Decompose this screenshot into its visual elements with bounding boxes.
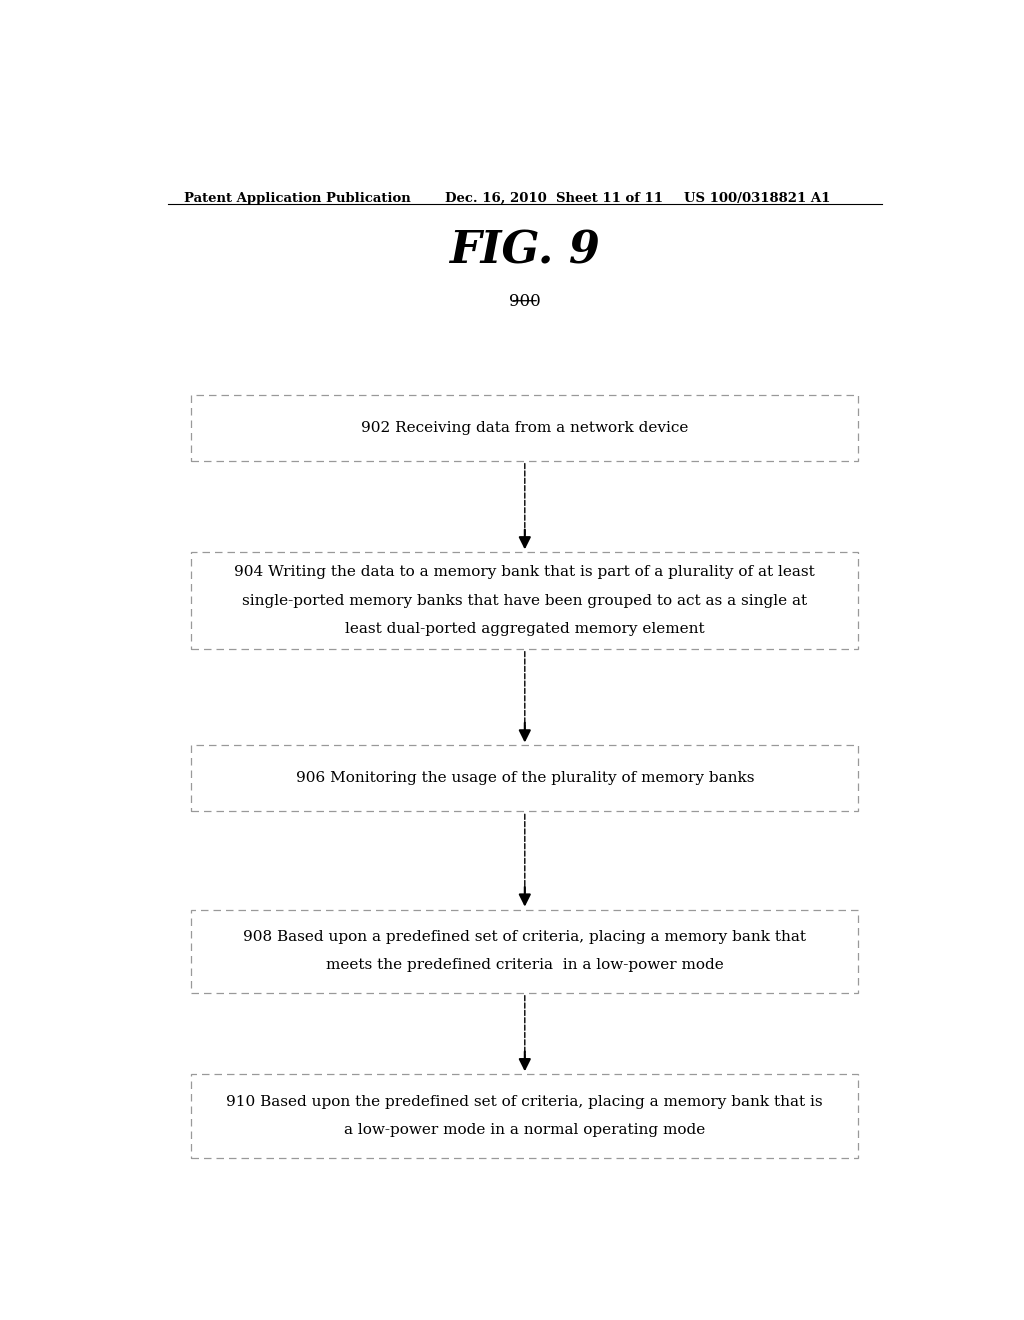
Text: 908 Based upon a predefined set of criteria, placing a memory bank that: 908 Based upon a predefined set of crite… (244, 931, 806, 944)
Text: Dec. 16, 2010  Sheet 11 of 11: Dec. 16, 2010 Sheet 11 of 11 (445, 191, 664, 205)
Text: 904 Writing the data to a memory bank that is part of a plurality of at least: 904 Writing the data to a memory bank th… (234, 565, 815, 579)
Bar (191, 746, 858, 812)
Text: meets the predefined criteria  in a low-power mode: meets the predefined criteria in a low-p… (326, 958, 724, 973)
Text: FIG. 9: FIG. 9 (450, 230, 600, 272)
Text: Patent Application Publication: Patent Application Publication (183, 191, 411, 205)
Text: US 100/0318821 A1: US 100/0318821 A1 (684, 191, 829, 205)
Text: single-ported memory banks that have been grouped to act as a single at: single-ported memory banks that have bee… (243, 594, 807, 607)
Bar (191, 909, 858, 993)
Bar (191, 1074, 858, 1158)
Text: a low-power mode in a normal operating mode: a low-power mode in a normal operating m… (344, 1123, 706, 1137)
Bar (191, 395, 858, 461)
Text: 906 Monitoring the usage of the plurality of memory banks: 906 Monitoring the usage of the pluralit… (296, 771, 754, 785)
Text: 902 Receiving data from a network device: 902 Receiving data from a network device (361, 421, 688, 434)
Text: least dual-ported aggregated memory element: least dual-ported aggregated memory elem… (345, 622, 705, 636)
Text: 910 Based upon the predefined set of criteria, placing a memory bank that is: 910 Based upon the predefined set of cri… (226, 1094, 823, 1109)
Bar (191, 552, 858, 649)
Text: 900: 900 (509, 293, 541, 310)
